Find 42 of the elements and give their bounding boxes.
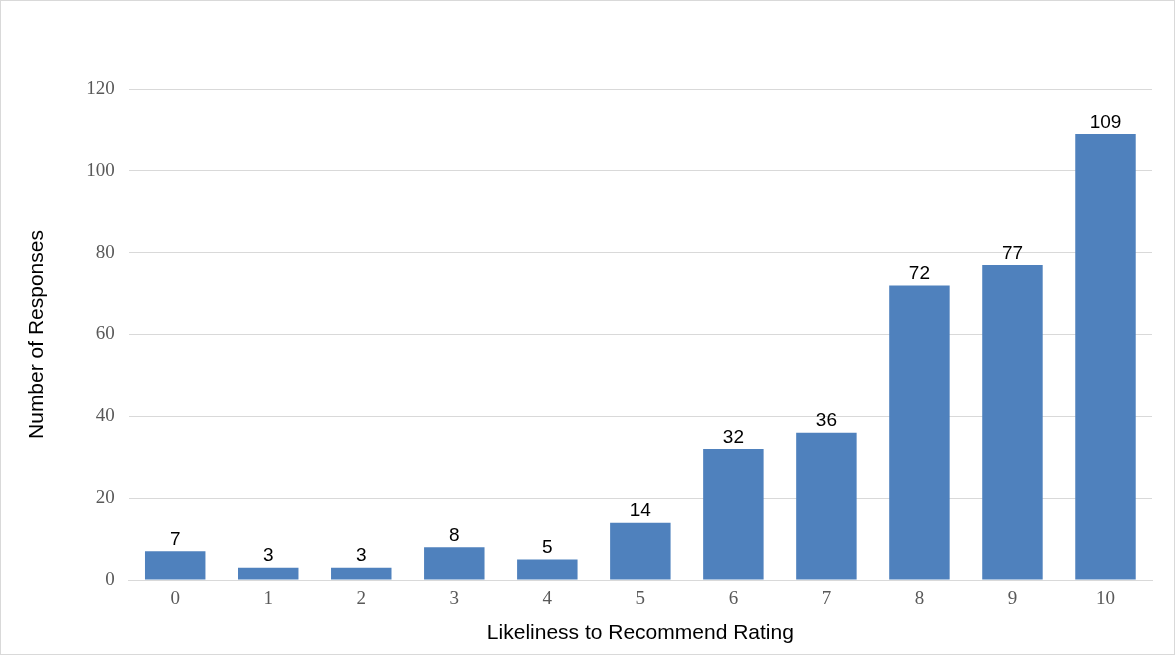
data-label: 36 [815, 409, 837, 431]
bar [889, 285, 950, 580]
x-tick-label: 6 [728, 587, 739, 609]
x-axis-title: Likeliness to Recommend Rating [486, 620, 794, 644]
data-label: 72 [908, 262, 930, 284]
x-tick-label: 4 [542, 587, 553, 609]
bar [144, 551, 206, 580]
y-tick-label: 60 [95, 322, 115, 344]
bar [424, 547, 485, 580]
bar [238, 567, 299, 580]
y-tick-label: 0 [105, 567, 115, 589]
data-label: 32 [722, 425, 744, 447]
x-tick-label: 2 [356, 587, 367, 609]
data-label: 5 [542, 536, 553, 558]
bar [703, 449, 764, 580]
bar [982, 264, 1043, 580]
data-label: 8 [449, 524, 460, 545]
bar [331, 567, 392, 580]
x-tick-label: 9 [1007, 587, 1018, 609]
y-tick-label: 40 [95, 404, 115, 426]
data-label: 109 [1089, 110, 1122, 132]
bar [796, 432, 857, 580]
y-tick-label: 80 [95, 240, 115, 262]
x-tick-label: 3 [449, 587, 460, 609]
data-label: 3 [262, 544, 274, 566]
x-tick-label: 8 [914, 587, 925, 609]
data-label: 7 [169, 528, 181, 550]
bar [1075, 134, 1136, 580]
y-tick-label: 120 [86, 76, 115, 98]
bar [517, 559, 578, 580]
x-tick-label: 1 [263, 587, 273, 609]
y-tick-label: 100 [86, 158, 115, 180]
y-tick-label: 20 [95, 486, 115, 508]
x-tick-label: 5 [635, 587, 646, 609]
x-tick-label: 0 [170, 587, 180, 609]
data-label: 77 [1001, 241, 1024, 263]
x-tick-label: 7 [821, 587, 832, 609]
data-label: 14 [629, 499, 652, 521]
bar [610, 522, 671, 580]
y-axis-title: Number of Responses [24, 230, 48, 439]
x-tick-label: 10 [1095, 587, 1115, 609]
data-label: 3 [355, 544, 367, 566]
